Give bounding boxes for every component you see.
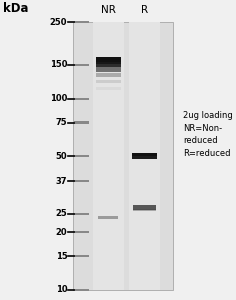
Bar: [74, 98, 89, 100]
Text: R: R: [141, 5, 148, 15]
FancyBboxPatch shape: [93, 22, 124, 290]
Bar: [74, 122, 89, 124]
Bar: [132, 156, 157, 159]
FancyBboxPatch shape: [73, 22, 173, 290]
Bar: [133, 205, 156, 210]
Text: kDa: kDa: [3, 2, 29, 15]
Text: 25: 25: [56, 209, 67, 218]
Bar: [74, 180, 89, 182]
Text: 250: 250: [50, 18, 67, 27]
Bar: [96, 62, 121, 68]
Bar: [74, 64, 89, 66]
Bar: [96, 87, 121, 90]
Bar: [98, 216, 118, 218]
Bar: [74, 213, 89, 215]
FancyBboxPatch shape: [129, 22, 160, 290]
Bar: [74, 21, 89, 23]
Text: 10: 10: [56, 286, 67, 295]
Text: 15: 15: [56, 252, 67, 261]
Bar: [74, 289, 89, 291]
Bar: [96, 80, 121, 83]
Bar: [133, 208, 156, 211]
Bar: [96, 73, 121, 77]
Text: 75: 75: [56, 118, 67, 127]
Bar: [74, 155, 89, 157]
Text: 50: 50: [56, 152, 67, 161]
Bar: [74, 231, 89, 233]
Text: 100: 100: [50, 94, 67, 103]
Bar: [96, 57, 121, 64]
Text: 20: 20: [56, 228, 67, 237]
Text: 37: 37: [56, 177, 67, 186]
Text: NR: NR: [101, 5, 116, 15]
Bar: [74, 255, 89, 257]
Bar: [96, 67, 121, 72]
Text: 2ug loading
NR=Non-
reduced
R=reduced: 2ug loading NR=Non- reduced R=reduced: [183, 111, 233, 158]
Text: 150: 150: [50, 60, 67, 69]
Bar: [132, 153, 157, 159]
